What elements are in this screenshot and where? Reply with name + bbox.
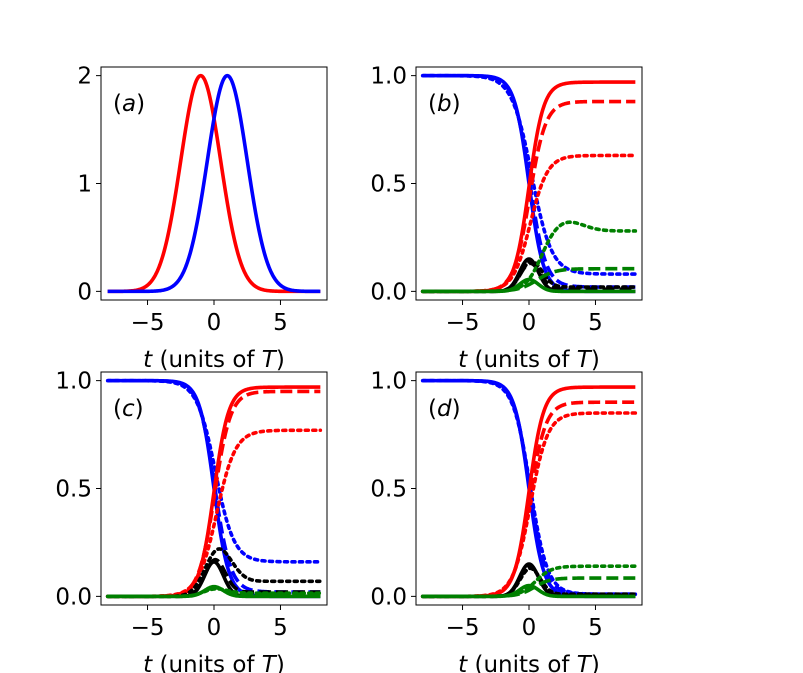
panel-b-label: (b) (428, 91, 461, 117)
panel-c-xtick-label: −5 (131, 615, 165, 641)
panel-d-series-black-dotted (420, 566, 638, 599)
panel-a-xtick-label: 0 (207, 310, 222, 336)
panel-b-xtick-label: 5 (588, 310, 603, 336)
panel-a-ytick-label: 1 (77, 172, 92, 198)
panel-c-series-blue-dotted (105, 378, 323, 564)
panel-c-series-black-dotted (105, 547, 323, 599)
panel-b-ytick-label: 1.0 (370, 64, 407, 90)
panel-c-series-group (105, 378, 323, 599)
panel-b-xtick-label: 0 (522, 310, 537, 336)
panel-b-ytick-label: 0.0 (370, 279, 407, 305)
panel-c-ytick-label: 0.0 (55, 584, 92, 610)
panel-d-series-red-dotted (420, 411, 638, 599)
panel-d-series-green-dotted (420, 564, 638, 599)
panel-b-series-red-dotted (420, 153, 638, 294)
panel-a-xtick-label: 5 (273, 310, 288, 336)
panel-c-ytick-label: 0.5 (55, 477, 92, 503)
panel-d-xtick-label: 0 (522, 615, 537, 641)
panel-d: −5 0 5 0.0 0.5 1.0 (d) t (units of T) (370, 369, 643, 673)
panel-b-series-group (420, 73, 638, 294)
panel-a-label: (a) (113, 91, 145, 117)
panel-b-series-black-dotted (420, 259, 638, 294)
panel-c-series-red-dotted (105, 428, 323, 599)
panel-b: −5 0 5 0.0 0.5 1.0 (b) t (units of T) (370, 64, 643, 373)
panel-c-xtick-label: 5 (273, 615, 288, 641)
panel-b-series-green-dashed (421, 266, 637, 294)
panel-d-xtick-label: 5 (588, 615, 603, 641)
panel-c-xtick-label: 0 (207, 615, 222, 641)
panel-d-label: (d) (428, 396, 461, 422)
panel-b-xlabel: t (units of T) (458, 347, 600, 373)
panel-b-ytick-label: 0.5 (370, 172, 407, 198)
panel-b-series-green-dotted (420, 220, 638, 294)
panel-d-series-group (420, 378, 638, 599)
panel-c: −5 0 5 0.0 0.5 1.0 (c) t (units of T) (55, 369, 328, 673)
panel-a: −5 0 5 0 1 2 (a) t (units of T) (77, 64, 328, 373)
panel-a-ytick-label: 0 (77, 279, 92, 305)
panel-c-label: (c) (113, 396, 144, 422)
panel-a-xlabel: t (units of T) (143, 347, 285, 373)
panel-d-ytick-label: 0.0 (370, 584, 407, 610)
panel-a-xtick-label: −5 (131, 310, 165, 336)
panel-c-ytick-label: 1.0 (55, 369, 92, 395)
panel-d-ytick-label: 0.5 (370, 477, 407, 503)
panel-b-series-blue-dotted (420, 73, 638, 276)
panel-b-xtick-label: −5 (446, 310, 480, 336)
panel-d-xlabel: t (units of T) (458, 652, 600, 673)
panel-c-xlabel: t (units of T) (143, 652, 285, 673)
panel-c-series-green-dotted (105, 587, 323, 599)
panel-a-series-group (106, 73, 322, 294)
panel-d-ytick-label: 1.0 (370, 369, 407, 395)
panel-d-series-green-dashed (421, 576, 637, 599)
panel-a-series-blue-pulse (106, 73, 322, 294)
panel-d-xtick-label: −5 (446, 615, 480, 641)
panel-a-ytick-label: 2 (77, 64, 92, 90)
